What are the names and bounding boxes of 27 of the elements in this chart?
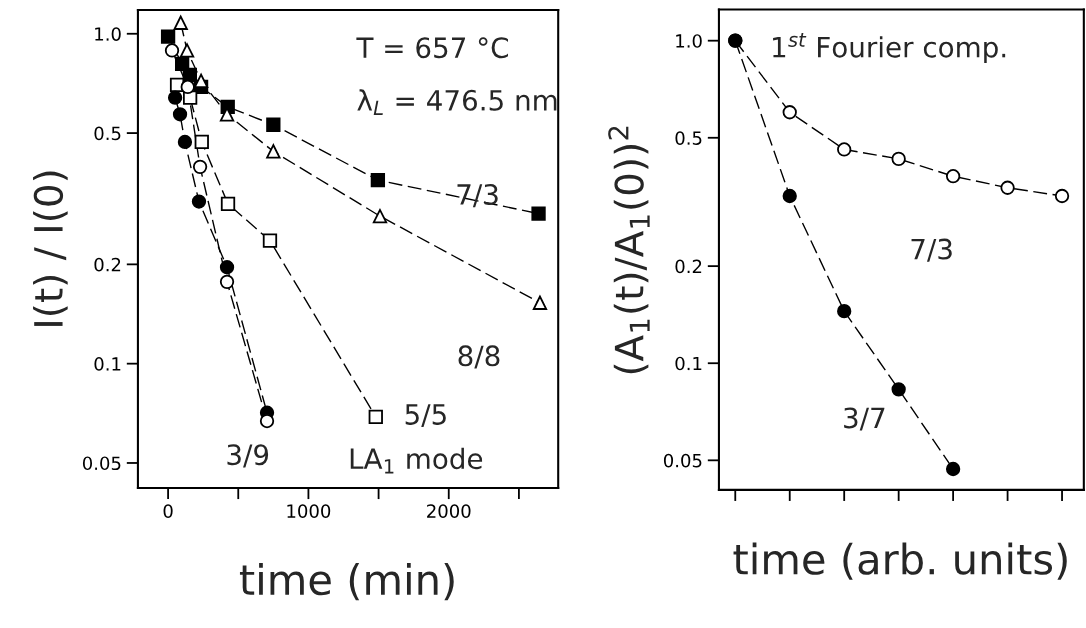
series-label: 3/7	[844, 407, 885, 431]
x-tick-label: 0	[163, 504, 173, 518]
text: 7/3	[911, 238, 952, 262]
series-label: 8/8	[458, 345, 500, 369]
x-tick-label: 2000	[427, 504, 471, 518]
y-tick-label: 0.2	[675, 259, 702, 274]
series-label: 5/5	[405, 404, 446, 428]
x-tick-label: 1000	[287, 504, 331, 518]
x-axis-title: time (min)	[239, 563, 454, 601]
series-label: 3/9	[227, 444, 269, 468]
y-tick-label: 0.05	[82, 456, 121, 471]
y-tick-label: 0.1	[675, 356, 702, 371]
y-tick-label: 0.05	[663, 453, 702, 468]
x-axis-title: time (arb. units)	[733, 542, 1067, 580]
y-tick-label: 1.0	[676, 34, 702, 48]
y-tick-label: 0.1	[94, 357, 121, 371]
series-label: 7/3	[457, 183, 498, 208]
y-axis-title: (A$_{1}$(t)/A$_{1}$(0))$^{2}$	[608, 126, 650, 374]
y-tick-label: 0.2	[94, 257, 121, 272]
annotation: λ$_{L}$ = 476.5 nm	[357, 89, 557, 115]
y-tick-label: 1.0	[95, 27, 121, 41]
annotation: T = 657 °C	[356, 37, 508, 59]
y-tick-label: 0.5	[675, 131, 702, 145]
annotation: LA$_{1}$ mode	[350, 447, 483, 474]
annotation: 1$^{st}$ Fourier comp.	[773, 33, 1006, 64]
y-tick-label: 0.5	[94, 126, 121, 141]
y-axis-title: I(t) / I(0)	[33, 171, 68, 326]
